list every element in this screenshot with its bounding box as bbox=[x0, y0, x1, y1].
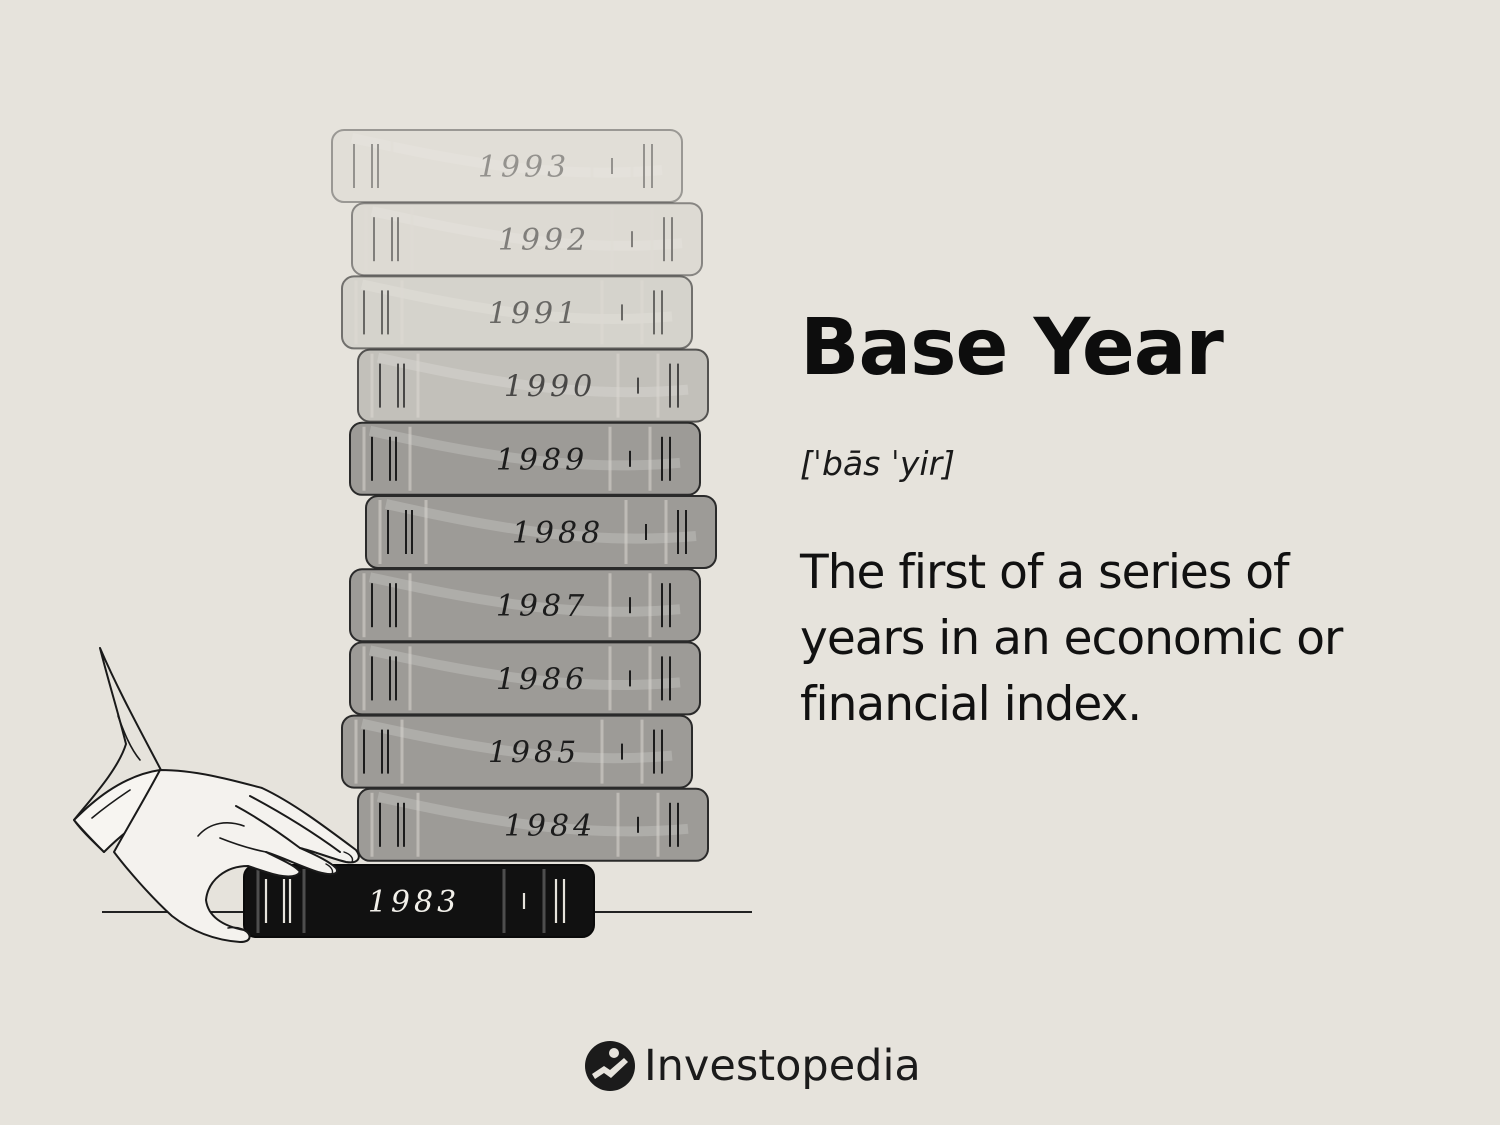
book-year-label: 1989 bbox=[496, 443, 588, 478]
book-year-label: 1983 bbox=[368, 885, 460, 920]
book-1993: 1993 bbox=[331, 129, 683, 203]
pronunciation: [ˈbās ˈyir] bbox=[800, 444, 956, 483]
book-year-label: 1990 bbox=[504, 370, 596, 405]
book-1991: 1991 bbox=[341, 275, 693, 350]
book-1988: 1988 bbox=[365, 495, 717, 569]
book-1990: 1990 bbox=[357, 348, 709, 423]
hand-icon bbox=[73, 647, 360, 943]
book-year-label: 1992 bbox=[498, 223, 590, 258]
book-year-label: 1984 bbox=[504, 809, 596, 844]
book-stack-illustration: 1993 1992 1991 1990 1989 1988 1987 1986 1985 1984… bbox=[73, 129, 752, 943]
investopedia-logo[interactable]: Investopedia bbox=[584, 1034, 921, 1098]
book-1983: 1983 bbox=[243, 864, 595, 938]
book-1987: 1987 bbox=[349, 568, 701, 643]
book-year-label: 1987 bbox=[496, 589, 588, 624]
book-year-label: 1986 bbox=[496, 662, 588, 697]
page-title: Base Year bbox=[800, 303, 1224, 393]
book-1986: 1986 bbox=[349, 641, 701, 716]
book-1985: 1985 bbox=[341, 714, 693, 789]
book-year-label: 1985 bbox=[488, 736, 580, 771]
book-1984: 1984 bbox=[357, 787, 709, 862]
book-year-label: 1993 bbox=[478, 150, 570, 185]
book-year-label: 1991 bbox=[488, 296, 580, 331]
book-1989: 1989 bbox=[349, 421, 701, 496]
book-year-label: 1988 bbox=[512, 516, 604, 551]
definition-text: The first of a series of years in an eco… bbox=[800, 545, 1343, 732]
brand-name: Investopedia bbox=[644, 1041, 921, 1091]
investopedia-logo-icon bbox=[585, 1041, 635, 1091]
book-1992: 1992 bbox=[351, 202, 703, 277]
book-stack: 1993 1992 1991 1990 1989 1988 1987 1986 1985 1984… bbox=[243, 129, 717, 938]
